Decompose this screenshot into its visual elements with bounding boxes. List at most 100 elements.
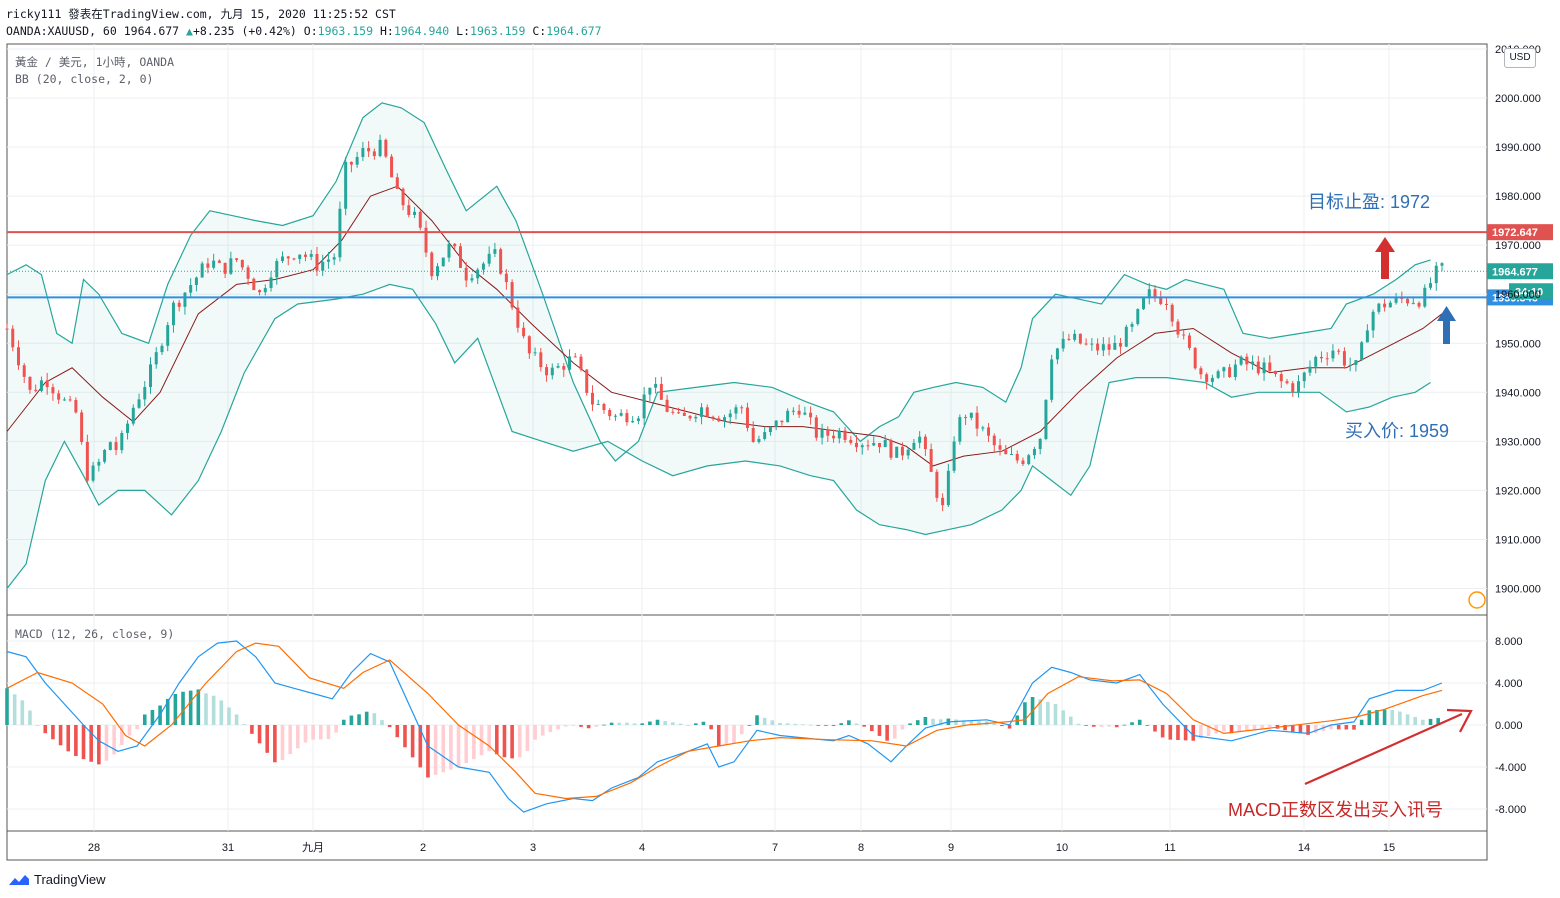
- macd-histogram-bar: [892, 725, 897, 739]
- candle-body: [751, 428, 755, 442]
- candle-body: [613, 415, 617, 417]
- macd-histogram-bar: [839, 723, 844, 725]
- candle-body: [1268, 362, 1272, 371]
- candle-body: [183, 292, 187, 307]
- publish-info: ricky111 發表在TradingView.com, 九月 15, 2020…: [6, 7, 396, 21]
- candle-body: [855, 442, 859, 448]
- price-tick-label: 2000.000: [1495, 93, 1541, 105]
- axes: 1900.000 1910.000 1920.000 1930.000 1940.000…: [88, 44, 1541, 854]
- candle-body: [912, 442, 916, 450]
- candle-body: [723, 417, 726, 422]
- macd-histogram-bar: [426, 725, 430, 778]
- macd-histogram-bar: [969, 720, 974, 725]
- macd-histogram-bar: [311, 725, 315, 740]
- candle-body: [768, 426, 772, 433]
- candle-body: [585, 369, 589, 393]
- candle-body: [407, 205, 411, 216]
- candle-body: [1032, 449, 1036, 456]
- candle-body: [332, 257, 336, 260]
- macd-histogram-bar: [280, 725, 285, 760]
- candle-body: [453, 243, 457, 247]
- macd-histogram-bar: [724, 725, 729, 745]
- candle-body: [1331, 350, 1335, 359]
- macd-histogram-bar: [640, 723, 645, 725]
- candle-body: [45, 380, 49, 388]
- macd-histogram-bar: [915, 720, 920, 725]
- candle-body: [883, 439, 887, 448]
- footer-brand[interactable]: TradingView: [8, 872, 106, 887]
- macd-histogram-bar: [188, 690, 193, 725]
- time-tick-label: 9: [948, 842, 954, 854]
- candle-body: [1245, 356, 1249, 365]
- candle-body: [820, 429, 824, 438]
- level-label: 1972.647: [1492, 227, 1538, 239]
- candle-body: [1101, 344, 1105, 351]
- macd-histogram-bar: [357, 714, 361, 725]
- candle-body: [321, 261, 325, 271]
- low-value: 1963.159: [470, 24, 526, 38]
- macd-histogram-bar: [563, 725, 568, 727]
- buy-arrow-icon: [1437, 306, 1456, 321]
- macd-histogram-bar: [1069, 716, 1073, 725]
- candle-body: [659, 383, 663, 400]
- candle-body: [642, 394, 646, 419]
- macd-histogram-bar: [456, 725, 461, 767]
- brand-label: TradingView: [34, 872, 106, 887]
- currency-button[interactable]: USD: [1504, 48, 1536, 68]
- candle-body: [654, 383, 658, 388]
- macd-histogram-bar: [1023, 702, 1027, 725]
- level-label-box: [1487, 224, 1553, 241]
- macd-histogram-bar: [1352, 725, 1356, 730]
- flag-icon: [1468, 591, 1486, 609]
- open-value: 1963.159: [317, 24, 374, 38]
- candle-body: [1067, 338, 1071, 340]
- macd-histogram-bar: [533, 725, 537, 740]
- macd-histogram-bar: [219, 700, 224, 725]
- macd-histogram-bar: [1382, 709, 1387, 725]
- macd-histogram-bar: [250, 725, 254, 734]
- candle-body: [705, 407, 709, 417]
- candle-body: [326, 259, 330, 262]
- macd-histogram-bar: [671, 722, 675, 725]
- candle-body: [1319, 356, 1323, 359]
- macd-histogram-bar: [97, 725, 101, 765]
- macd-histogram-bar: [387, 725, 392, 728]
- macd-histogram-bar: [540, 725, 545, 736]
- candle-body: [120, 432, 124, 451]
- candle-body: [877, 442, 881, 448]
- candle-body: [946, 470, 950, 506]
- macd-histogram-bar: [594, 725, 599, 727]
- macd-histogram-bar: [334, 725, 338, 733]
- candle-body: [1417, 302, 1421, 307]
- macd-tick-label: 8.000: [1495, 636, 1523, 648]
- macd-histogram-bar: [1145, 725, 1150, 726]
- candle-body: [413, 211, 417, 216]
- candle-body: [292, 258, 296, 260]
- candle-body: [545, 367, 549, 376]
- candle-body: [1308, 366, 1312, 373]
- price-tick-label: 1940.000: [1495, 387, 1541, 399]
- macd-histogram-bar: [227, 707, 231, 725]
- macd-histogram-bar: [1168, 725, 1173, 740]
- candle-body: [1010, 454, 1013, 456]
- price-change: +8.235 (+0.42%): [192, 24, 297, 38]
- candle-body: [194, 277, 198, 286]
- candle-body: [481, 263, 485, 270]
- macd-histogram-bar: [74, 725, 78, 756]
- macd-histogram-bar: [1160, 725, 1165, 738]
- macd-histogram-bar: [747, 725, 752, 726]
- candle-body: [108, 442, 112, 450]
- macd-histogram-bar: [1038, 699, 1042, 725]
- candle-body: [1251, 361, 1255, 365]
- macd-histogram-bar: [1245, 725, 1249, 731]
- macd-histogram-bar: [831, 725, 836, 726]
- macd-histogram-bar: [35, 725, 40, 726]
- buy-annotation: 买入价: 1959: [1345, 421, 1450, 441]
- candle-body: [131, 407, 135, 424]
- macd-histogram-bar: [303, 725, 308, 743]
- candle-body: [539, 352, 543, 368]
- candle-body: [39, 380, 43, 391]
- macd-histogram-bar: [1153, 725, 1157, 732]
- candle-body: [447, 243, 451, 258]
